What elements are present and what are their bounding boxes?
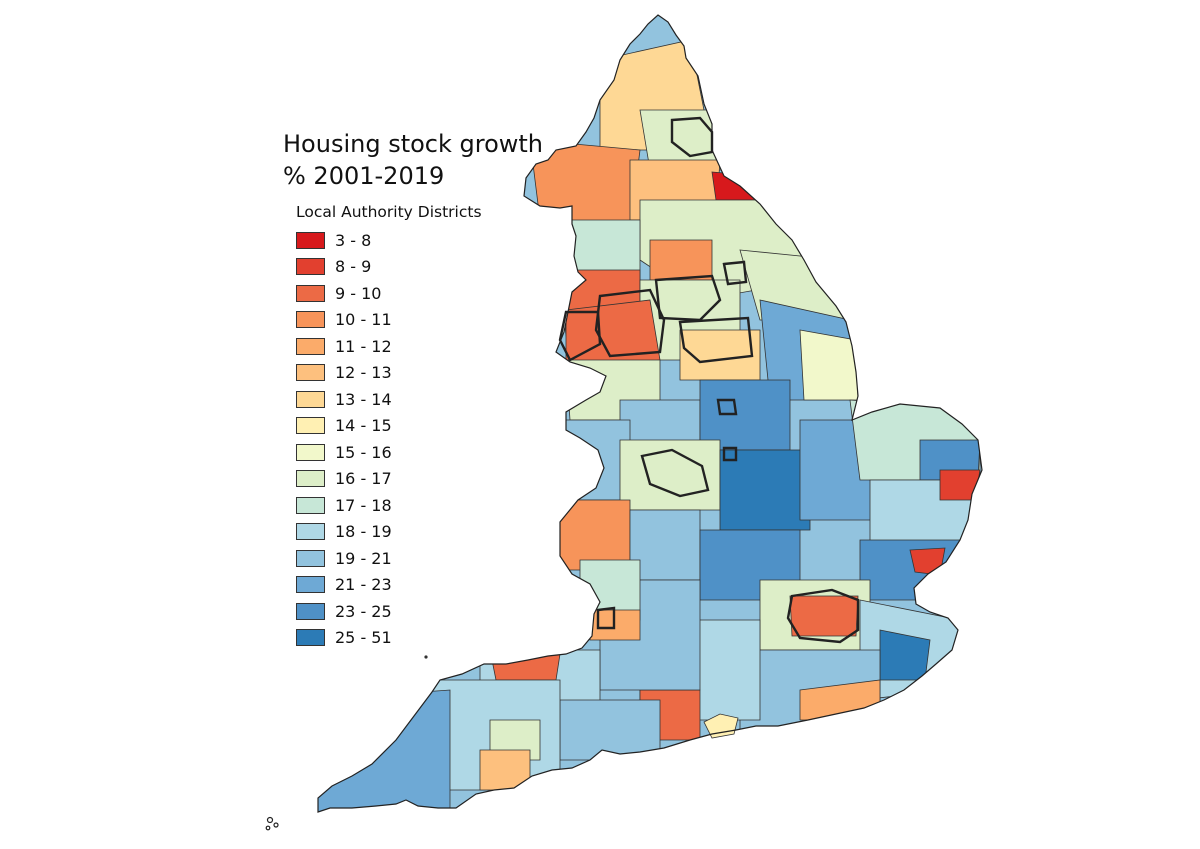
legend-swatch <box>296 337 325 355</box>
legend-label: 23 - 25 <box>335 601 392 621</box>
legend-swatch <box>296 364 325 382</box>
legend-swatch <box>296 258 325 276</box>
legend-swatch <box>296 576 325 594</box>
england-coastline <box>317 14 983 813</box>
legend-swatch <box>296 470 325 488</box>
map-title-line1: Housing stock growth <box>283 130 544 158</box>
region-east-midlands <box>699 379 791 451</box>
legend-swatch <box>296 443 325 461</box>
legend-item: 12 - 13 <box>296 360 392 387</box>
legend: 3 - 8 8 - 9 9 - 10 10 - 11 11 - 12 12 - 13 13 … <box>296 227 392 651</box>
legend-swatch <box>296 602 325 620</box>
region-herefordshire <box>559 499 631 571</box>
region-north-cumbria <box>529 139 641 231</box>
legend-label: 11 - 12 <box>335 336 392 356</box>
legend-swatch <box>296 549 325 567</box>
region-lincolnshire-coast <box>799 329 859 401</box>
legend-swatch <box>296 496 325 514</box>
legend-label: 25 - 51 <box>335 628 392 648</box>
south-yorkshire-outline <box>678 316 754 364</box>
greater-london-outline <box>786 588 860 644</box>
legend-item: 3 - 8 <box>296 227 392 254</box>
legend-swatch <box>296 629 325 647</box>
legend-label: 8 - 9 <box>335 257 372 277</box>
legend-item: 13 - 14 <box>296 386 392 413</box>
region-ipswich <box>939 469 981 501</box>
legend-label: 9 - 10 <box>335 283 382 303</box>
legend-swatch <box>296 390 325 408</box>
region-worcestershire <box>629 509 701 581</box>
greater-manchester-outline <box>594 288 666 358</box>
lundy-island <box>424 655 428 659</box>
region-teesside <box>711 171 761 201</box>
legend-item: 11 - 12 <box>296 333 392 360</box>
region-manchester <box>565 299 661 371</box>
west-midlands-outline <box>640 448 710 498</box>
legend-label: 12 - 13 <box>335 363 392 383</box>
legend-item: 19 - 21 <box>296 545 392 572</box>
legend-label: 16 - 17 <box>335 469 392 489</box>
legend-swatch <box>296 311 325 329</box>
region-inner-london <box>789 595 859 637</box>
leicester-outline <box>722 446 738 462</box>
legend-swatch <box>296 417 325 435</box>
legend-item: 25 - 51 <box>296 625 392 652</box>
isles-of-scilly <box>265 816 279 831</box>
legend-label: 3 - 8 <box>335 230 372 250</box>
legend-item: 21 - 23 <box>296 572 392 599</box>
legend-item: 18 - 19 <box>296 519 392 546</box>
legend-label: 18 - 19 <box>335 522 392 542</box>
legend-label: 10 - 11 <box>335 310 392 330</box>
legend-label: 15 - 16 <box>335 442 392 462</box>
legend-item: 10 - 11 <box>296 307 392 334</box>
legend-item: 15 - 16 <box>296 439 392 466</box>
map-title-line2: % 2001-2019 <box>283 162 445 190</box>
legend-swatch <box>296 523 325 541</box>
legend-label: 19 - 21 <box>335 548 392 568</box>
region-bridgwater <box>489 649 561 681</box>
region-southend <box>909 547 946 576</box>
legend-label: 21 - 23 <box>335 575 392 595</box>
region-northants <box>719 449 811 531</box>
legend-item: 16 - 17 <box>296 466 392 493</box>
region-torbay <box>479 749 531 791</box>
legend-item: 23 - 25 <box>296 598 392 625</box>
legend-swatch <box>296 231 325 249</box>
tyneside-outline <box>670 116 714 158</box>
region-harrogate <box>649 239 713 281</box>
legend-item: 14 - 15 <box>296 413 392 440</box>
legend-swatch <box>296 284 325 302</box>
legend-label: 13 - 14 <box>335 389 392 409</box>
legend-label: 17 - 18 <box>335 495 392 515</box>
legend-item: 8 - 9 <box>296 254 392 281</box>
nottingham-outline <box>716 398 738 416</box>
merseyside-outline <box>558 310 602 362</box>
legend-item: 17 - 18 <box>296 492 392 519</box>
region-cornwall <box>318 689 451 812</box>
isle-of-wight <box>703 713 739 739</box>
legend-label: 14 - 15 <box>335 416 392 436</box>
map-title: Housing stock growth % 2001-2019 <box>283 128 543 192</box>
hull-outline <box>722 260 748 286</box>
legend-item: 9 - 10 <box>296 280 392 307</box>
legend-heading: Local Authority Districts <box>296 203 482 221</box>
bristol-outline <box>596 606 616 630</box>
